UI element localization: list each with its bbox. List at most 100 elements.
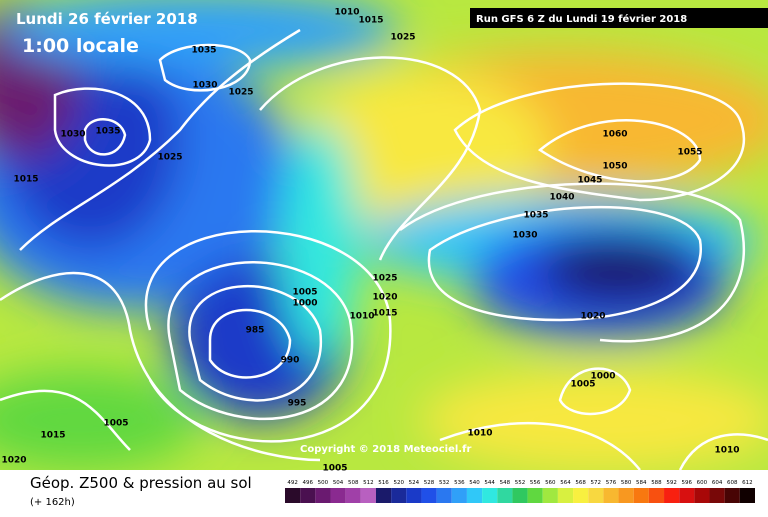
legend-swatch xyxy=(709,488,725,503)
legend-swatch xyxy=(542,488,558,503)
legend-label: 568 xyxy=(575,480,586,486)
legend-label: 504 xyxy=(333,480,344,486)
legend-label: 564 xyxy=(560,480,571,486)
isobar-label: 1005 xyxy=(292,288,317,298)
legend-label: 612 xyxy=(742,480,753,486)
isobar-label: 1020 xyxy=(1,456,26,466)
legend-label: 596 xyxy=(682,480,693,486)
legend-label: 588 xyxy=(651,480,662,486)
isobar-label: 1005 xyxy=(570,380,595,390)
isobar-label: 1050 xyxy=(602,162,627,172)
legend-swatch xyxy=(724,488,740,503)
legend-swatch xyxy=(466,488,483,503)
isobar-label: 995 xyxy=(288,399,307,409)
legend-swatch xyxy=(497,488,513,503)
isobar-label: 985 xyxy=(246,326,265,336)
legend-label: 492 xyxy=(287,480,298,486)
legend-label: 584 xyxy=(636,480,647,486)
legend-label: 524 xyxy=(409,480,420,486)
legend-label: 600 xyxy=(697,480,708,486)
legend-label: 576 xyxy=(606,480,617,486)
legend-label: 536 xyxy=(454,480,465,486)
legend-label: 516 xyxy=(378,480,389,486)
isobar-label: 1055 xyxy=(677,148,702,158)
legend-swatch xyxy=(285,488,301,503)
isobar-label: 1025 xyxy=(228,88,253,98)
legend-label: 500 xyxy=(318,480,329,486)
legend-label: 556 xyxy=(530,480,541,486)
legend-label: 592 xyxy=(666,480,677,486)
legend-label: 540 xyxy=(469,480,480,486)
legend-swatch xyxy=(406,488,422,503)
legend-swatch xyxy=(527,488,543,503)
isobar-label: 1025 xyxy=(372,274,397,284)
legend-swatch xyxy=(603,488,619,503)
legend-swatch xyxy=(451,488,467,503)
legend-swatch xyxy=(436,488,452,503)
isobar-label: 1020 xyxy=(580,312,605,322)
legend-label: 608 xyxy=(727,480,738,486)
legend-label: 532 xyxy=(439,480,450,486)
legend-label: 520 xyxy=(393,480,404,486)
map-date: Lundi 26 février 2018 xyxy=(16,10,198,28)
legend-swatch xyxy=(421,488,437,503)
isobar-label: 1015 xyxy=(372,309,397,319)
legend-swatch xyxy=(694,488,710,503)
isobar-label: 1020 xyxy=(372,293,397,303)
isobar-label: 1010 xyxy=(334,8,359,18)
isobar-label: 1005 xyxy=(103,419,128,429)
isobar-label: 1035 xyxy=(95,127,120,137)
legend-swatch xyxy=(588,488,604,503)
legend-label: 604 xyxy=(712,480,723,486)
legend-swatch xyxy=(482,488,498,503)
isobar-label: 1000 xyxy=(292,299,317,309)
legend-swatch xyxy=(375,488,392,503)
isobar-label: 1030 xyxy=(60,130,85,140)
legend-swatch xyxy=(345,488,361,503)
legend-swatch xyxy=(360,488,376,503)
isobar-label: 1015 xyxy=(40,431,65,441)
isobar-label: 1000 xyxy=(590,372,615,382)
isobar-label: 1035 xyxy=(523,211,548,221)
isobar-label: 1015 xyxy=(358,16,383,26)
map-time: 1:00 locale xyxy=(22,35,139,57)
isobar-label: 1015 xyxy=(13,175,38,185)
footer-subtitle: (+ 162h) xyxy=(30,497,75,508)
map xyxy=(0,0,768,470)
legend: 492 496 500 504 508 512 516 520 524 528 532 536 540 5… xyxy=(285,480,755,503)
isobar-label: 1010 xyxy=(714,446,739,456)
legend-label: 580 xyxy=(621,480,632,486)
legend-swatch xyxy=(573,488,589,503)
legend-swatch xyxy=(739,488,755,503)
isobar-label: 1010 xyxy=(467,429,492,439)
isobar-label: 1035 xyxy=(191,46,216,56)
legend-label: 552 xyxy=(515,480,526,486)
run-info: Run GFS 6 Z du Lundi 19 février 2018 xyxy=(476,13,687,25)
isobar-label: 1030 xyxy=(512,231,537,241)
legend-swatch xyxy=(648,488,665,503)
isobar-label: 1030 xyxy=(192,81,217,91)
legend-label: 560 xyxy=(545,480,556,486)
isobar-label: 1025 xyxy=(157,153,182,163)
legend-swatch xyxy=(557,488,574,503)
legend-swatch xyxy=(664,488,680,503)
isobar-label: 1005 xyxy=(322,464,347,474)
isobar-label: 1060 xyxy=(602,130,627,140)
isobar-label: 1010 xyxy=(349,312,374,322)
legend-label: 528 xyxy=(424,480,435,486)
legend-swatch xyxy=(315,488,331,503)
legend-swatch xyxy=(512,488,528,503)
isobar-label: 1045 xyxy=(577,176,602,186)
legend-label: 572 xyxy=(591,480,602,486)
run-banner xyxy=(470,8,768,28)
legend-swatch xyxy=(633,488,649,503)
isobar-label: 990 xyxy=(281,356,300,366)
legend-label: 544 xyxy=(484,480,495,486)
legend-swatch xyxy=(391,488,407,503)
legend-label: 548 xyxy=(500,480,511,486)
legend-swatch xyxy=(679,488,695,503)
legend-label: 508 xyxy=(348,480,359,486)
legend-label: 496 xyxy=(302,480,313,486)
